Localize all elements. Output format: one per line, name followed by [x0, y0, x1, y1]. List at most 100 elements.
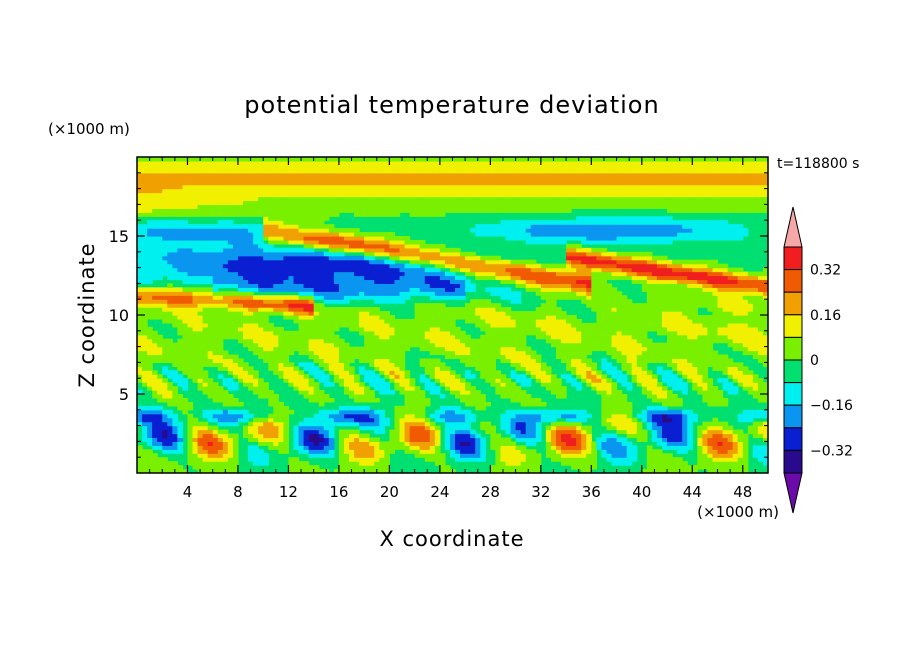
field-cell — [349, 390, 355, 395]
field-cell — [288, 338, 295, 344]
field-cell — [293, 330, 300, 336]
field-cell — [389, 267, 396, 273]
field-cell — [656, 461, 663, 466]
field-cell — [227, 457, 234, 462]
field-cell — [571, 275, 577, 281]
field-cell — [349, 437, 355, 442]
field-cell — [732, 267, 739, 273]
field-cell — [278, 401, 284, 407]
field-cell — [293, 370, 300, 375]
field-cell — [727, 429, 734, 435]
field-cell — [318, 354, 325, 360]
field-cell — [561, 449, 567, 454]
field-cell — [182, 401, 189, 407]
field-cell — [475, 433, 481, 439]
field-cell — [545, 279, 552, 284]
field-cell — [737, 291, 744, 296]
field-cell — [409, 397, 416, 403]
field-cell — [303, 287, 310, 292]
field-cell — [328, 441, 335, 446]
field-cell — [757, 409, 764, 415]
field-cell — [212, 453, 219, 458]
field-cell — [212, 449, 219, 454]
field-cell — [409, 390, 416, 395]
field-cell — [692, 295, 698, 300]
field-cell — [364, 326, 370, 332]
field-cell — [712, 461, 719, 466]
field-cell — [571, 465, 577, 470]
field-cell — [343, 429, 350, 435]
field-cell — [490, 338, 497, 344]
field-cell — [576, 275, 582, 281]
field-cell — [702, 315, 709, 320]
field-cell — [343, 271, 350, 277]
field-cell — [586, 461, 592, 466]
field-cell — [414, 315, 421, 320]
field-cell — [586, 378, 592, 383]
field-cell — [414, 263, 421, 269]
field-cell — [227, 433, 234, 439]
field-cell — [308, 279, 315, 284]
field-cell — [354, 307, 360, 312]
field-cell — [177, 295, 184, 300]
field-cell — [687, 283, 693, 288]
field-cell — [752, 386, 759, 391]
field-cell — [636, 433, 643, 439]
field-cell — [606, 334, 613, 340]
field-cell — [222, 326, 229, 332]
field-cell — [490, 334, 497, 340]
field-cell — [757, 311, 764, 316]
field-cell — [611, 326, 618, 332]
field-cell — [152, 307, 158, 312]
field-cell — [419, 409, 426, 415]
field-cell — [672, 279, 678, 284]
field-cell — [682, 315, 688, 320]
field-cell — [429, 267, 436, 273]
field-cell — [384, 362, 390, 367]
field-cell — [687, 322, 693, 328]
field-cell — [243, 295, 249, 300]
field-cell — [591, 445, 597, 450]
field-cell — [318, 326, 325, 332]
field-cell — [702, 370, 709, 375]
field-cell — [439, 409, 446, 415]
field-cell — [606, 401, 613, 407]
field-cell — [394, 382, 401, 387]
field-cell — [550, 303, 557, 308]
field-cell — [414, 421, 421, 427]
field-cell — [697, 441, 703, 446]
field-cell — [374, 378, 380, 383]
field-cell — [212, 307, 219, 312]
field-cell — [157, 378, 163, 383]
field-cell — [167, 425, 173, 431]
field-cell — [465, 457, 471, 462]
field-cell — [308, 433, 315, 439]
field-cell — [687, 362, 693, 367]
field-cell — [616, 394, 623, 399]
field-cell — [596, 326, 603, 332]
field-cell — [182, 370, 189, 375]
field-cell — [419, 338, 426, 344]
field-cell — [581, 453, 587, 458]
field-cell — [419, 425, 426, 431]
field-cell — [253, 263, 259, 269]
field-cell — [389, 362, 396, 367]
field-cell — [253, 330, 259, 336]
field-cell — [303, 417, 310, 423]
field-cell — [263, 382, 269, 387]
field-cell — [207, 315, 214, 320]
field-cell — [707, 291, 714, 296]
field-cell — [485, 318, 491, 324]
field-cell — [525, 326, 532, 332]
field-cell — [328, 315, 335, 320]
field-cell — [414, 401, 421, 407]
field-cell — [571, 318, 577, 324]
field-cell — [480, 271, 486, 277]
field-cell — [202, 279, 209, 284]
field-cell — [399, 334, 406, 340]
field-cell — [293, 465, 300, 470]
field-cell — [323, 409, 330, 415]
field-cell — [465, 318, 471, 324]
field-cell — [313, 413, 320, 419]
field-cell — [278, 362, 284, 367]
